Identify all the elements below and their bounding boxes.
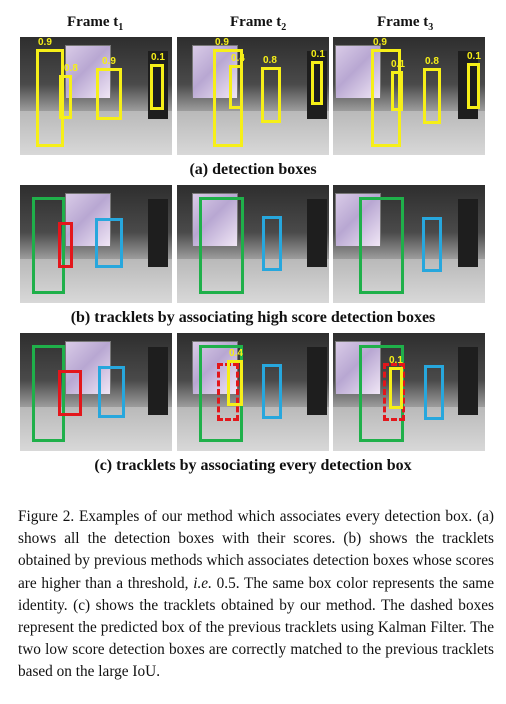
detection-box	[389, 367, 403, 409]
score-label: 0.9	[38, 37, 52, 48]
video-frame	[20, 333, 172, 451]
row-caption: (c) tracklets by associating every detec…	[94, 457, 412, 474]
frame-header-label: Frame t	[230, 14, 282, 30]
row-caption: (b) tracklets by associating high score …	[70, 309, 436, 326]
caption-text: 0.5. The same box color represents the s…	[18, 574, 494, 681]
detection-box	[59, 75, 72, 119]
score-label: 0.4	[231, 53, 245, 64]
video-frame: 0.9 0.4 0.8 0.1	[177, 37, 329, 155]
video-frame	[20, 185, 172, 303]
detection-box	[467, 63, 480, 109]
frame-header-label: Frame t	[67, 14, 119, 30]
detection-box	[391, 71, 403, 111]
frame-header-sub: 1	[118, 22, 124, 33]
tracklet-box	[32, 345, 65, 442]
detection-box	[423, 68, 441, 124]
detection-box	[229, 65, 243, 109]
tracklet-box	[58, 222, 73, 268]
tracklet-box	[359, 197, 404, 294]
tracklet-box	[262, 216, 282, 271]
video-frame: 0.1	[333, 333, 485, 451]
detection-box	[311, 61, 323, 105]
caption-text: Figure 2. Examples of our method which a…	[18, 508, 494, 592]
detection-box	[150, 64, 164, 110]
video-frame	[333, 185, 485, 303]
score-label: 0.9	[102, 56, 116, 67]
detection-box	[96, 68, 122, 120]
frame-header: Frame t2	[230, 14, 286, 33]
score-label: 0.1	[391, 59, 405, 70]
score-label: 0.9	[215, 37, 229, 48]
tracklet-box	[199, 197, 244, 294]
video-frame: 0.9 0.1 0.8 0.1	[333, 37, 485, 155]
score-label: 0.4	[229, 348, 243, 359]
frame-header: Frame t3	[377, 14, 433, 33]
caption-ie: i.e.	[193, 574, 212, 592]
frame-header: Frame t1	[67, 14, 123, 33]
detection-box	[261, 67, 281, 123]
frame-header-label: Frame t	[377, 14, 429, 30]
frame-header-sub: 2	[281, 22, 287, 33]
score-label: 0.8	[425, 56, 439, 67]
score-label: 0.8	[64, 63, 78, 74]
video-frame: 0.9 0.8 0.9 0.1	[20, 37, 172, 155]
score-label: 0.1	[151, 52, 165, 63]
score-label: 0.8	[263, 55, 277, 66]
detection-box	[227, 360, 243, 406]
tracklet-box	[58, 370, 82, 416]
score-label: 0.1	[311, 49, 325, 60]
tracklet-box	[262, 364, 282, 419]
video-frame: 0.4	[177, 333, 329, 451]
score-label: 0.1	[467, 51, 481, 62]
tracklet-box	[424, 365, 444, 420]
detection-box	[36, 49, 64, 147]
tracklet-box	[95, 218, 123, 268]
score-label: 0.1	[389, 355, 403, 366]
row-caption: (a) detection boxes	[189, 161, 317, 178]
video-frame	[177, 185, 329, 303]
tracklet-box	[32, 197, 65, 294]
tracklet-box	[98, 366, 125, 418]
predicted-box	[383, 363, 405, 421]
figure-caption: Figure 2. Examples of our method which a…	[18, 506, 494, 684]
detection-box	[371, 49, 401, 147]
score-label: 0.9	[373, 37, 387, 48]
frame-header-sub: 3	[428, 22, 434, 33]
tracklet-box	[422, 217, 442, 272]
